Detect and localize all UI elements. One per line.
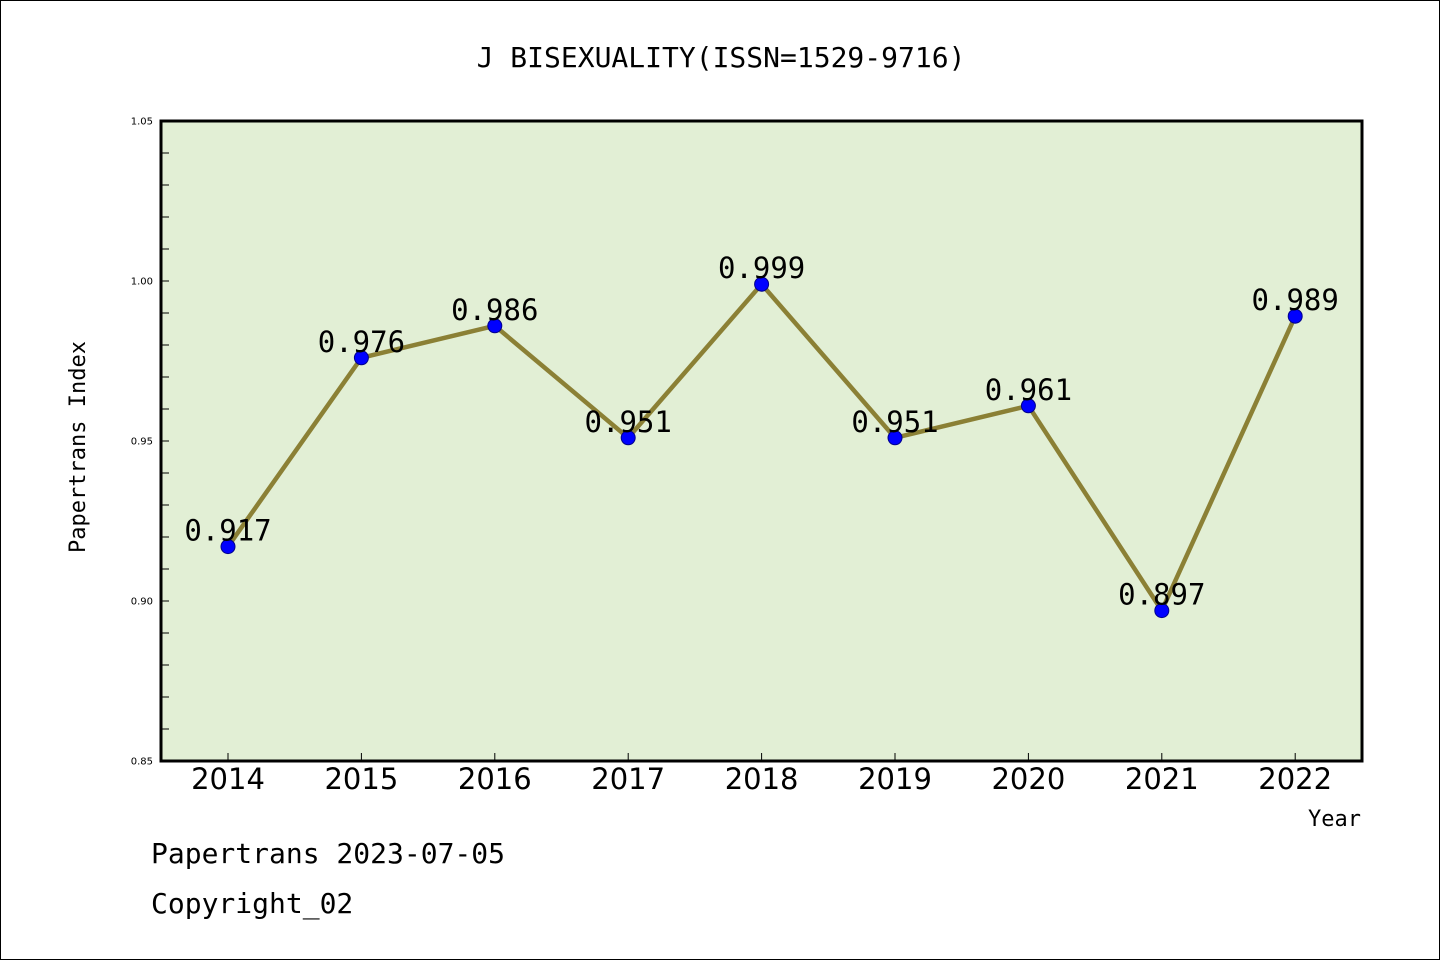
data-label: 0.989 (1252, 283, 1339, 317)
data-point (353, 350, 369, 366)
x-tick-label: 2016 (458, 762, 532, 796)
x-tick-label: 2015 (324, 762, 398, 796)
footer-copyright: Copyright_02 (151, 887, 354, 920)
data-point (1154, 603, 1170, 619)
data-label: 0.999 (718, 251, 805, 285)
y-tick-label: 0.85 (131, 757, 153, 768)
data-point (1020, 398, 1036, 414)
x-tick-label: 2020 (991, 762, 1065, 796)
data-point (620, 430, 636, 446)
x-tick-label: 2018 (725, 762, 799, 796)
chart-title: J BISEXUALITY(ISSN=1529-9716) (477, 41, 966, 74)
x-axis: 2014 2015 2016 2017 2018 2019 2020 2021 2022 (191, 753, 1332, 796)
data-label: 0.917 (184, 514, 271, 548)
data-label: 0.951 (585, 405, 672, 439)
x-tick-label: 2021 (1125, 762, 1199, 796)
y-tick-label: 1.00 (131, 277, 153, 288)
y-axis: 0.85 0.90 0.95 1.00 1.05 (131, 117, 169, 768)
x-axis-label: Year (1308, 807, 1361, 832)
x-tick-label: 2014 (191, 762, 265, 796)
data-point (887, 430, 903, 446)
data-point (220, 539, 236, 555)
x-tick-label: 2017 (591, 762, 665, 796)
data-labels: 0.917 0.976 0.986 0.951 0.999 0.951 0.961 0.897… (184, 251, 1339, 611)
plot-area (159, 119, 1364, 763)
data-label: 0.897 (1118, 578, 1205, 612)
y-axis-label: Papertrans Index (66, 341, 91, 553)
y-tick-label: 0.90 (131, 597, 153, 608)
x-tick-label: 2022 (1258, 762, 1332, 796)
y-tick-label: 1.05 (131, 117, 153, 128)
x-tick-label: 2019 (858, 762, 932, 796)
data-point (754, 276, 770, 292)
data-label: 0.986 (451, 293, 538, 327)
data-point (1287, 308, 1303, 324)
data-label: 0.951 (851, 405, 938, 439)
data-label: 0.961 (985, 373, 1072, 407)
footer-date: Papertrans 2023-07-05 (151, 837, 506, 870)
y-tick-label: 0.95 (131, 437, 153, 448)
data-label: 0.976 (318, 325, 405, 359)
data-points (220, 276, 1303, 619)
data-point (487, 318, 503, 334)
